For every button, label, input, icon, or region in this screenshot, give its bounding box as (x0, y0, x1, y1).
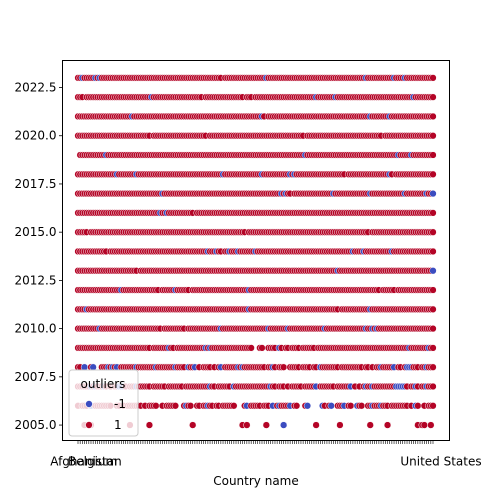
data-point-inlier (366, 421, 374, 429)
data-point-inlier (230, 402, 238, 410)
data-point-inlier (279, 363, 288, 371)
data-point-inlier (383, 421, 392, 429)
data-point-inlier (429, 74, 437, 82)
y-tick-label: 2012.5 (15, 273, 57, 287)
y-axis: 2005.0 2007.5 2010.0 2012.5 2015.0 2017.5 2020… (15, 81, 63, 432)
legend-marker-outlier (85, 400, 93, 408)
data-point-inlier (429, 247, 437, 256)
data-point-inlier (429, 112, 437, 121)
y-tick-label: 2007.5 (15, 370, 57, 384)
data-point-inlier (429, 363, 437, 371)
data-point-inlier (429, 170, 437, 178)
data-point-outlier (429, 189, 437, 198)
data-point-inlier (186, 402, 195, 410)
x-tick-label: United States (400, 455, 481, 469)
data-point-inlier (189, 421, 197, 429)
legend: outliers -1 1 (68, 369, 139, 437)
data-point-inlier (262, 421, 270, 429)
data-point-outlier (279, 421, 288, 429)
legend-title: outliers (81, 377, 126, 391)
data-point-inlier (414, 402, 422, 410)
legend-box (68, 369, 139, 437)
x-tick-label: Afghanistan (50, 455, 121, 469)
data-point-inlier (429, 93, 437, 101)
data-point-inlier (429, 286, 437, 294)
data-point-inlier (145, 421, 154, 429)
y-tick-label: 2015.0 (15, 225, 57, 239)
y-tick-label: 2022.5 (15, 81, 57, 95)
y-tick-label: 2010.0 (15, 322, 57, 336)
y-tick-label: 2017.5 (15, 177, 57, 191)
x-tick-label: Belgium (68, 455, 117, 469)
data-point-inlier (429, 382, 437, 391)
data-point-inlier (420, 421, 428, 429)
data-point-inlier (429, 324, 437, 333)
data-point-inlier (429, 209, 437, 217)
data-point-inlier (429, 228, 437, 236)
data-point-inlier (171, 402, 180, 410)
data-point-inlier (258, 344, 266, 352)
data-point-inlier (429, 151, 437, 159)
legend-label-inlier: 1 (114, 418, 122, 432)
legend-label-outlier: -1 (114, 397, 126, 411)
data-point-inlier (312, 421, 320, 429)
plot-frame (62, 60, 450, 441)
data-point-inlier (247, 344, 255, 352)
data-point-inlier (429, 402, 437, 410)
data-point-inlier (429, 344, 437, 352)
data-point-inlier (292, 402, 301, 410)
data-point-outlier (303, 402, 312, 410)
data-point-inlier (152, 402, 160, 410)
data-point-inlier (243, 421, 251, 429)
x-axis-label: Country name (213, 474, 299, 488)
legend-marker-inlier (85, 421, 93, 429)
data-point-inlier (357, 402, 366, 410)
data-point-inlier (427, 421, 435, 429)
y-tick-label: 2005.0 (15, 418, 57, 432)
data-point-outlier (327, 402, 335, 410)
data-point-inlier (429, 305, 437, 313)
data-point-inlier (429, 132, 437, 140)
y-tick-label: 2020.0 (15, 129, 57, 143)
data-point-inlier (347, 402, 355, 410)
data-point-outlier (429, 267, 437, 275)
data-point-inlier (336, 421, 344, 429)
